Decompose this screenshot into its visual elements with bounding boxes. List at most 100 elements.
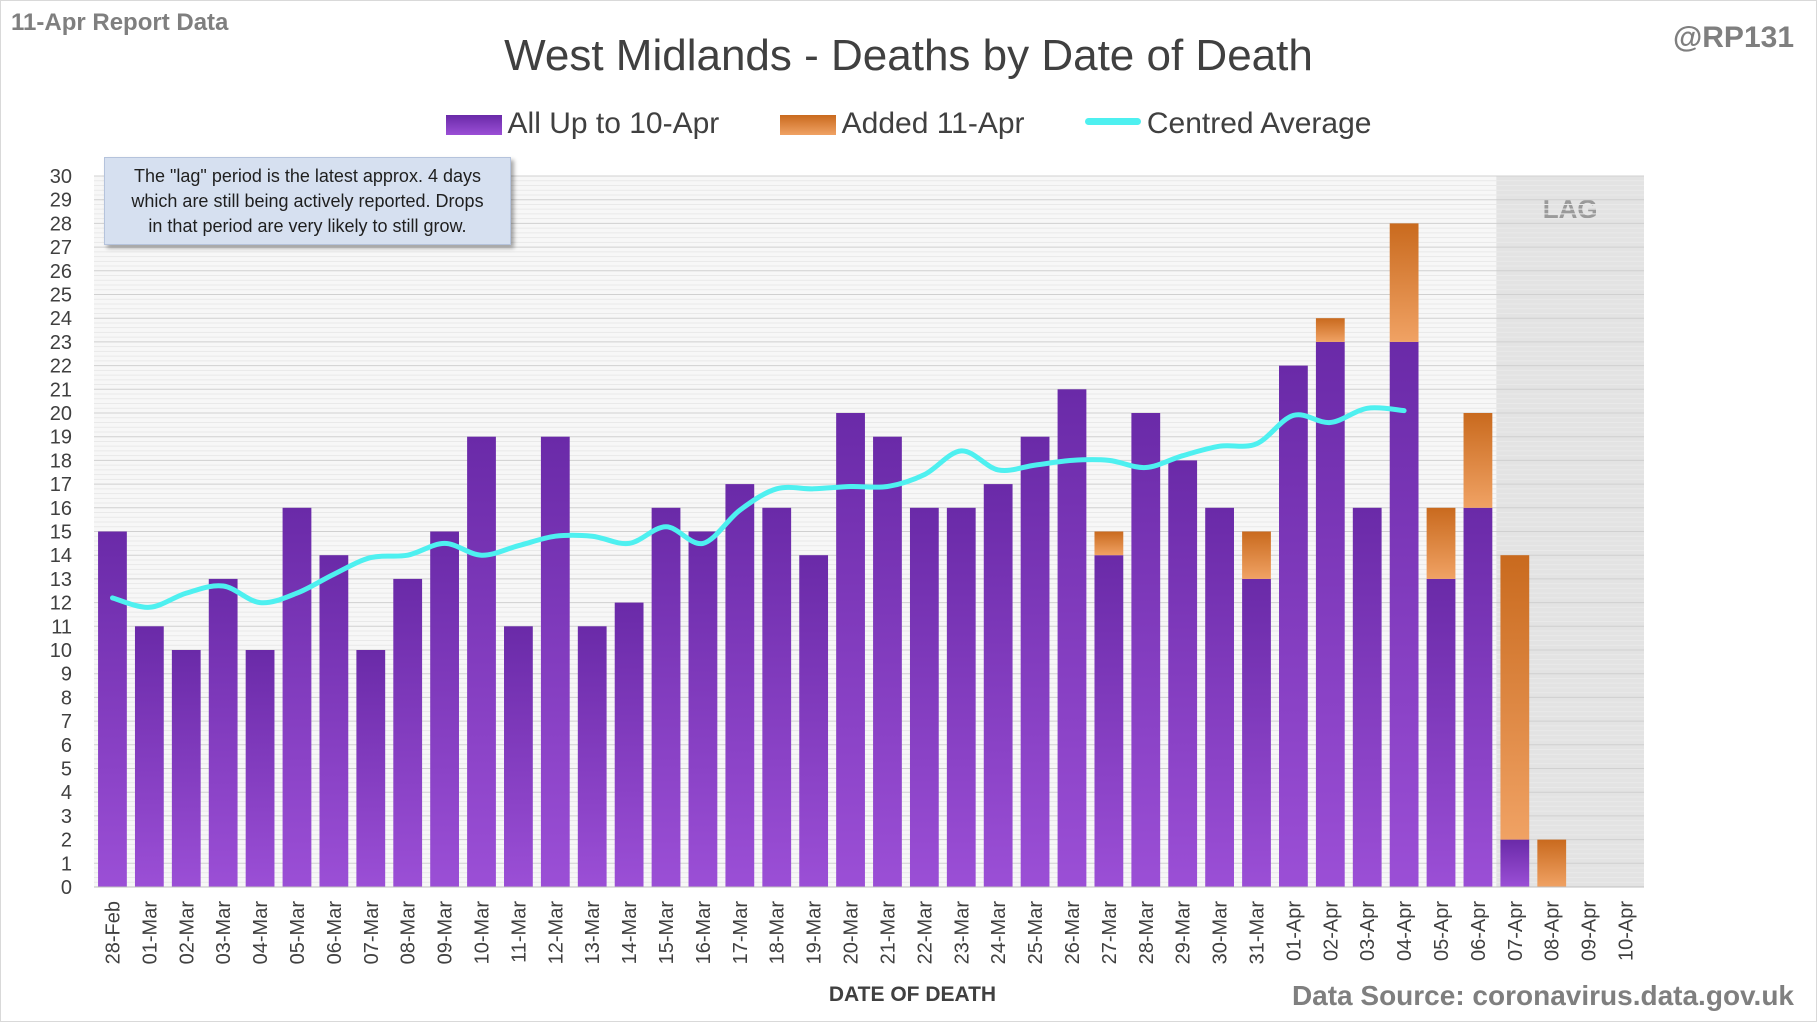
x-tick-label: 30-Mar bbox=[1210, 901, 1232, 965]
x-tick-label: 28-Mar bbox=[1136, 901, 1158, 965]
y-tick-label: 11 bbox=[51, 616, 72, 638]
x-tick-label: 03-Mar bbox=[213, 901, 235, 965]
chart-title: West Midlands - Deaths by Date of Death bbox=[504, 31, 1313, 80]
bar-base bbox=[208, 578, 238, 887]
legend-swatch-line bbox=[1084, 118, 1141, 125]
y-tick-label: 27 bbox=[50, 237, 72, 259]
bar-base bbox=[1205, 507, 1234, 887]
y-tick-label: 6 bbox=[61, 735, 72, 757]
bar-base bbox=[134, 626, 164, 887]
y-tick-label: 29 bbox=[50, 190, 72, 212]
x-tick-label: 10-Apr bbox=[1616, 901, 1638, 961]
x-axis-title: DATE OF DEATH bbox=[828, 983, 997, 1006]
x-tick-label: 19-Mar bbox=[804, 901, 826, 965]
legend-label-average: Centred Average bbox=[1146, 107, 1372, 140]
bar-base bbox=[282, 507, 312, 887]
y-tick-label: 2 bbox=[61, 830, 72, 852]
bar-base bbox=[577, 626, 607, 887]
y-tick-label: 28 bbox=[50, 213, 72, 235]
y-tick-label: 26 bbox=[50, 261, 72, 283]
bar-base bbox=[836, 413, 865, 887]
legend-item-added: Added 11-Apr bbox=[779, 107, 1025, 141]
x-tick-label: 09-Mar bbox=[435, 901, 457, 965]
bar-base bbox=[1242, 578, 1271, 887]
bar-base bbox=[430, 531, 459, 887]
x-tick-label: 02-Apr bbox=[1320, 901, 1342, 961]
y-tick-label: 3 bbox=[61, 806, 72, 828]
bar-base bbox=[393, 578, 423, 887]
x-tick-label: 01-Apr bbox=[1283, 901, 1305, 961]
bar-base bbox=[1020, 436, 1050, 887]
x-tick-label: 09-Apr bbox=[1579, 901, 1601, 961]
y-tick-label: 23 bbox=[50, 332, 72, 354]
legend-label-added: Added 11-Apr bbox=[841, 107, 1025, 140]
report-date-label: 11-Apr Report Data bbox=[11, 9, 229, 36]
legend-item-base: All Up to 10-Apr bbox=[445, 107, 719, 141]
bar-base bbox=[98, 531, 127, 887]
bar-base bbox=[1131, 413, 1161, 887]
y-tick-label: 12 bbox=[50, 593, 72, 615]
bar-base bbox=[688, 531, 718, 887]
y-tick-label: 8 bbox=[61, 687, 72, 709]
legend-swatch-purple bbox=[445, 115, 502, 135]
y-tick-label: 1 bbox=[61, 853, 72, 875]
lag-explanation-note: The "lag" period is the latest approx. 4… bbox=[104, 157, 511, 245]
bar-added bbox=[1389, 223, 1419, 342]
x-tick-label: 17-Mar bbox=[730, 901, 752, 965]
x-tick-label: 22-Mar bbox=[914, 901, 936, 965]
bar-base bbox=[356, 650, 386, 887]
x-tick-label: 27-Mar bbox=[1099, 901, 1121, 965]
y-tick-label: 24 bbox=[50, 308, 72, 330]
bar-added bbox=[1463, 413, 1493, 508]
x-tick-label: 15-Mar bbox=[656, 901, 678, 965]
x-tick-label: 02-Mar bbox=[176, 901, 198, 965]
bar-base bbox=[1389, 341, 1419, 887]
x-tick-label: 08-Apr bbox=[1542, 901, 1564, 961]
bar-base bbox=[1500, 839, 1530, 887]
note-line-1: The "lag" period is the latest approx. 4… bbox=[134, 166, 481, 186]
bar-base bbox=[1315, 341, 1345, 887]
y-tick-label: 18 bbox=[50, 450, 72, 472]
x-tick-label: 07-Apr bbox=[1505, 901, 1527, 961]
x-tick-label: 24-Mar bbox=[988, 901, 1010, 965]
bar-base bbox=[1426, 578, 1456, 887]
bar-base bbox=[1094, 555, 1124, 887]
x-tick-label: 12-Mar bbox=[545, 901, 567, 965]
x-tick-label: 18-Mar bbox=[767, 901, 789, 965]
bar-base bbox=[319, 555, 349, 887]
bar-base bbox=[245, 650, 275, 887]
y-tick-label: 17 bbox=[50, 474, 72, 496]
y-tick-label: 19 bbox=[50, 427, 72, 449]
x-tick-label: 01-Mar bbox=[139, 901, 161, 965]
bar-added bbox=[1094, 531, 1124, 556]
data-source: Data Source: coronavirus.data.gov.uk bbox=[1291, 980, 1794, 1011]
bar-base bbox=[467, 436, 496, 887]
x-tick-label: 10-Mar bbox=[472, 901, 494, 965]
x-tick-label: 06-Apr bbox=[1468, 901, 1490, 961]
bar-base bbox=[873, 436, 902, 887]
y-tick-label: 13 bbox=[50, 569, 72, 591]
bar-base bbox=[1352, 507, 1382, 887]
x-tick-label: 16-Mar bbox=[693, 901, 715, 965]
note-line-2: which are still being actively reported.… bbox=[131, 191, 484, 211]
bar-base bbox=[171, 650, 201, 887]
x-tick-label: 07-Mar bbox=[361, 901, 383, 965]
x-tick-label: 23-Mar bbox=[951, 901, 973, 965]
y-tick-label: 5 bbox=[61, 759, 72, 781]
bar-base bbox=[946, 507, 976, 887]
x-tick-label: 29-Mar bbox=[1173, 901, 1195, 965]
y-tick-label: 4 bbox=[61, 782, 72, 804]
x-tick-label: 25-Mar bbox=[1025, 901, 1047, 965]
note-line-3: in that period are very likely to still … bbox=[148, 216, 467, 236]
bar-base bbox=[1279, 365, 1308, 888]
bar-base bbox=[540, 436, 570, 887]
bar-base bbox=[983, 484, 1013, 887]
y-tick-label: 30 bbox=[50, 166, 72, 188]
bar-added bbox=[1500, 555, 1530, 840]
y-tick-label: 14 bbox=[50, 545, 72, 567]
y-tick-label: 9 bbox=[61, 664, 72, 686]
x-tick-label: 06-Mar bbox=[324, 901, 346, 965]
bar-added bbox=[1537, 839, 1567, 887]
